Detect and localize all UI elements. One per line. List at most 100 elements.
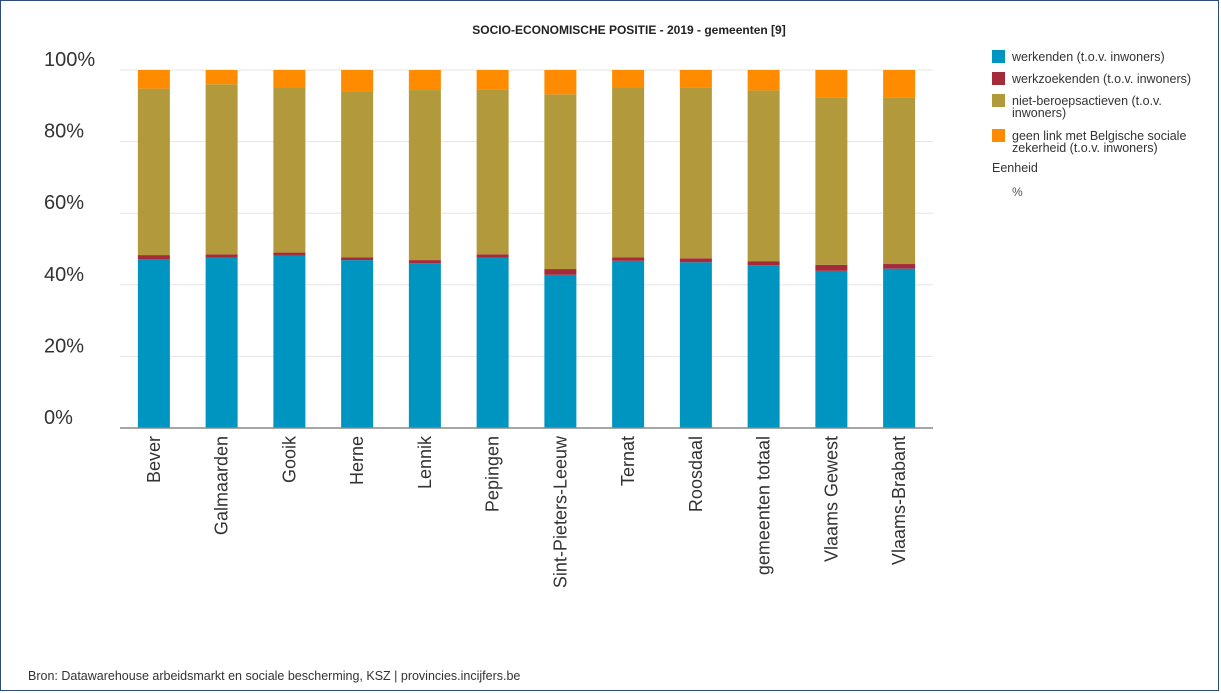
bar-segment[interactable] bbox=[747, 70, 780, 91]
legend-swatch bbox=[992, 50, 1005, 63]
bar-segment[interactable] bbox=[747, 265, 780, 428]
bar-segment[interactable] bbox=[815, 70, 848, 98]
bar-segment[interactable] bbox=[137, 255, 170, 260]
bar-segment[interactable] bbox=[408, 90, 441, 261]
bar-segment[interactable] bbox=[408, 260, 441, 264]
bar-segment[interactable] bbox=[273, 252, 306, 256]
bar-segment[interactable] bbox=[273, 255, 306, 428]
bar-segment[interactable] bbox=[612, 257, 645, 261]
x-tick-label: gemeenten totaal bbox=[754, 436, 774, 575]
y-tick-label: 20% bbox=[44, 335, 84, 357]
source-note: Bron: Datawarehouse arbeidsmarkt en soci… bbox=[28, 669, 521, 683]
bar-segment[interactable] bbox=[747, 90, 780, 262]
x-tick-label: Ternat bbox=[618, 436, 638, 486]
x-tick-label: Roosdaal bbox=[686, 436, 706, 512]
bar-segment[interactable] bbox=[815, 97, 848, 265]
x-tick-label: Vlaams Gewest bbox=[821, 436, 841, 562]
chart-title: SOCIO-ECONOMISCHE POSITIE - 2019 - gemee… bbox=[472, 23, 785, 37]
x-tick-label: Galmaarden bbox=[212, 436, 232, 535]
bar-segment[interactable] bbox=[137, 259, 170, 428]
bar-segment[interactable] bbox=[137, 70, 170, 89]
grid-lines bbox=[120, 69, 933, 357]
legend-label: zekerheid (t.o.v. inwoners) bbox=[1012, 141, 1158, 155]
x-tick-label: Bever bbox=[144, 436, 164, 483]
legend-item[interactable]: werkenden (t.o.v. inwoners) bbox=[992, 50, 1165, 64]
x-axis-ticks: Bever Galmaarden Gooik Herne Lennik Pepingen S… bbox=[144, 435, 909, 588]
bar-stack[interactable] bbox=[747, 70, 780, 428]
bar-segment[interactable] bbox=[341, 260, 374, 428]
legend-label: werkzoekenden (t.o.v. inwoners) bbox=[1011, 72, 1191, 86]
y-tick-label: 40% bbox=[44, 264, 84, 286]
x-tick-label: Lennik bbox=[415, 435, 435, 489]
x-tick-label: Herne bbox=[347, 436, 367, 485]
bar-segment[interactable] bbox=[883, 70, 916, 98]
bar-segment[interactable] bbox=[883, 268, 916, 428]
bar-segment[interactable] bbox=[679, 87, 712, 259]
legend-label: geen link met Belgische sociale bbox=[1012, 129, 1186, 143]
bar-segment[interactable] bbox=[408, 263, 441, 428]
bar-segment[interactable] bbox=[137, 88, 170, 256]
x-tick-label: Vlaams-Brabant bbox=[889, 436, 909, 565]
bar-segment[interactable] bbox=[408, 70, 441, 91]
bar-segment[interactable] bbox=[544, 274, 577, 428]
bar-segment[interactable] bbox=[273, 70, 306, 88]
legend-label: werkenden (t.o.v. inwoners) bbox=[1011, 50, 1165, 64]
legend-swatch bbox=[992, 129, 1005, 142]
bar-segment[interactable] bbox=[815, 264, 848, 271]
legend: werkenden (t.o.v. inwoners) werkzoekenden… bbox=[992, 50, 1191, 199]
bar-segment[interactable] bbox=[476, 257, 509, 428]
bar-stack[interactable] bbox=[612, 70, 645, 428]
legend-item[interactable]: geen link met Belgische socialezekerheid… bbox=[992, 129, 1186, 155]
unit-title: Eenheid bbox=[992, 161, 1038, 175]
y-tick-label: 80% bbox=[44, 121, 84, 143]
bar-segment[interactable] bbox=[815, 270, 848, 428]
legend-item[interactable]: werkzoekenden (t.o.v. inwoners) bbox=[992, 72, 1191, 86]
unit-value: % bbox=[1012, 185, 1023, 199]
bar-segment[interactable] bbox=[544, 269, 577, 275]
bar-stack[interactable] bbox=[408, 70, 441, 428]
bar-segment[interactable] bbox=[747, 261, 780, 266]
bar-segment[interactable] bbox=[476, 89, 509, 255]
bar-stack[interactable] bbox=[679, 70, 712, 428]
legend-swatch bbox=[992, 94, 1005, 107]
bar-stack[interactable] bbox=[273, 70, 306, 428]
y-tick-label: 100% bbox=[44, 49, 95, 71]
bar-segment[interactable] bbox=[341, 257, 374, 261]
bar-segment[interactable] bbox=[341, 91, 374, 258]
bar-segment[interactable] bbox=[883, 97, 916, 265]
bar-segment[interactable] bbox=[612, 87, 645, 258]
bars bbox=[137, 70, 916, 428]
bar-stack[interactable] bbox=[883, 70, 916, 428]
x-tick-label: Pepingen bbox=[483, 436, 503, 512]
bar-stack[interactable] bbox=[476, 70, 509, 428]
bar-segment[interactable] bbox=[341, 70, 374, 92]
bar-segment[interactable] bbox=[544, 70, 577, 95]
bar-segment[interactable] bbox=[883, 264, 916, 269]
bar-stack[interactable] bbox=[205, 70, 238, 428]
legend-item[interactable]: niet-beroepsactieven (t.o.v.inwoners) bbox=[992, 94, 1162, 120]
bar-segment[interactable] bbox=[612, 260, 645, 428]
legend-label: inwoners) bbox=[1012, 106, 1066, 120]
bar-segment[interactable] bbox=[612, 70, 645, 88]
bar-segment[interactable] bbox=[476, 70, 509, 90]
bar-stack[interactable] bbox=[137, 70, 170, 428]
bar-segment[interactable] bbox=[544, 94, 577, 270]
bar-segment[interactable] bbox=[205, 254, 238, 258]
bar-segment[interactable] bbox=[205, 70, 238, 85]
y-tick-label: 0% bbox=[44, 407, 73, 429]
bar-segment[interactable] bbox=[273, 87, 306, 253]
bar-segment[interactable] bbox=[205, 257, 238, 428]
bar-segment[interactable] bbox=[205, 84, 238, 255]
bar-stack[interactable] bbox=[815, 70, 848, 428]
x-tick-label: Gooik bbox=[279, 435, 299, 483]
bar-segment[interactable] bbox=[679, 258, 712, 263]
bar-stack[interactable] bbox=[544, 70, 577, 428]
legend-label: niet-beroepsactieven (t.o.v. bbox=[1012, 94, 1162, 108]
legend-swatch bbox=[992, 72, 1005, 85]
bar-segment[interactable] bbox=[476, 254, 509, 258]
bar-segment[interactable] bbox=[679, 70, 712, 88]
bar-segment[interactable] bbox=[679, 262, 712, 428]
y-axis-ticks: 0% 20% 40% 60% 80% 100% bbox=[44, 49, 95, 429]
bar-stack[interactable] bbox=[341, 70, 374, 428]
